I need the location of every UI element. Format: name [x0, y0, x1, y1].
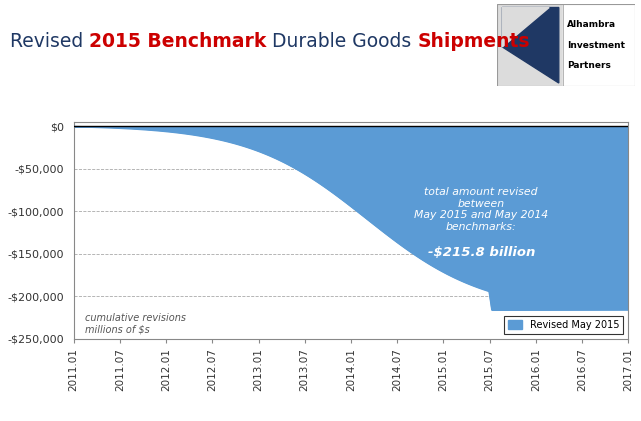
Polygon shape [503, 8, 549, 47]
Text: 2015 Benchmark: 2015 Benchmark [89, 32, 266, 51]
Text: Partners: Partners [567, 61, 611, 70]
Text: Durable Goods: Durable Goods [266, 32, 417, 51]
Polygon shape [503, 8, 559, 83]
Text: Investment: Investment [567, 41, 625, 50]
Bar [497, 4, 563, 86]
Text: Alhambra: Alhambra [567, 20, 616, 29]
Text: -$215.8 billion: -$215.8 billion [428, 246, 535, 258]
Text: Shipments: Shipments [417, 32, 530, 51]
Text: total amount revised
between
May 2015 and May 2014
benchmarks:: total amount revised between May 2015 an… [414, 187, 548, 232]
Text: Revised: Revised [10, 32, 89, 51]
Legend: Revised May 2015: Revised May 2015 [504, 316, 623, 334]
Bar [563, 4, 635, 86]
Text: cumulative revisions
millions of $s: cumulative revisions millions of $s [85, 313, 186, 335]
